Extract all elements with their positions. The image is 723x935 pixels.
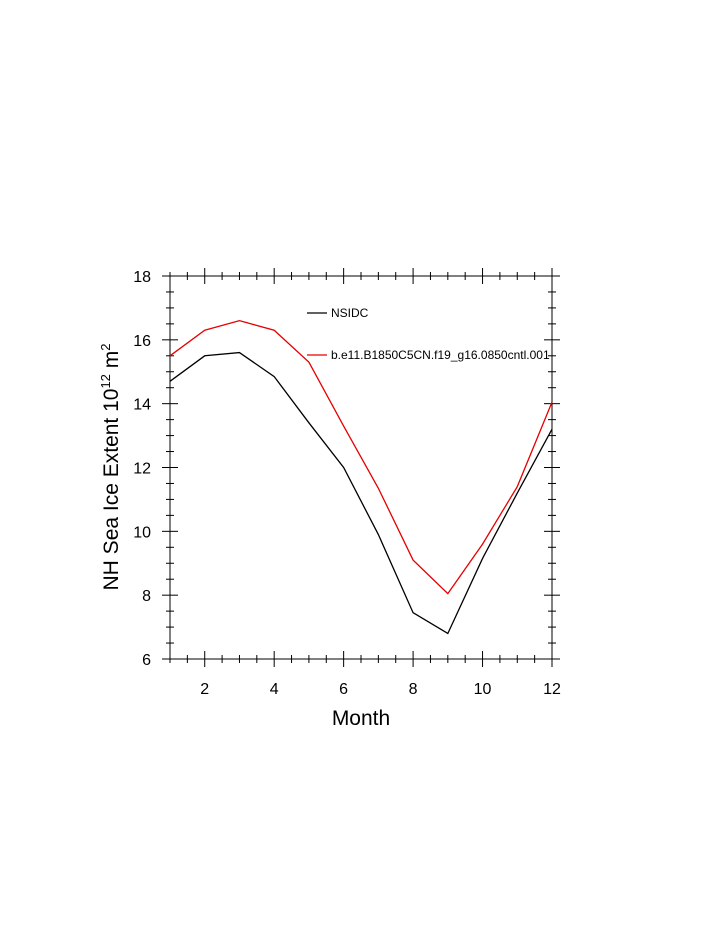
y-axis-label-prefix: NH Sea Ice Extent 10 [100,389,123,591]
y-tick-label: 10 [133,524,151,541]
legend-label: b.e11.B1850C5CN.f19_g16.0850cntl.001 [331,348,550,362]
y-axis-label: NH Sea Ice Extent 1012 m2 [98,344,123,591]
y-tick-label: 18 [133,269,151,286]
y-axis-label-unit: m [100,351,123,374]
legend-label: NSIDC [331,306,369,320]
y-tick-label: 16 [133,333,151,350]
legend: NSIDC b.e11.B1850C5CN.f19_g16.0850cntl.00… [307,306,550,362]
plot-frame [169,275,553,660]
y-axis-label-unit-exponent: 2 [98,344,113,351]
series-lines [169,320,553,635]
series-line-2 [169,320,553,595]
y-tick-label: 12 [133,461,151,478]
x-tick-label: 12 [543,681,561,698]
y-tick-label: 6 [142,652,151,669]
x-tick-label: 8 [409,681,418,698]
y-tick-label: 14 [133,397,151,414]
x-tick-label: 6 [339,681,348,698]
tick-labels: 2 4 6 8 10 12 6 8 10 12 14 16 18 [133,269,561,698]
series-line-1 [169,351,553,635]
x-tick-label: 4 [270,681,279,698]
x-tick-label: 2 [200,681,209,698]
y-axis-label-exponent: 12 [98,374,113,388]
x-tick-label: 10 [474,681,492,698]
ticks [162,268,560,667]
y-tick-label: 8 [142,588,151,605]
x-axis-label: Month [332,707,390,730]
